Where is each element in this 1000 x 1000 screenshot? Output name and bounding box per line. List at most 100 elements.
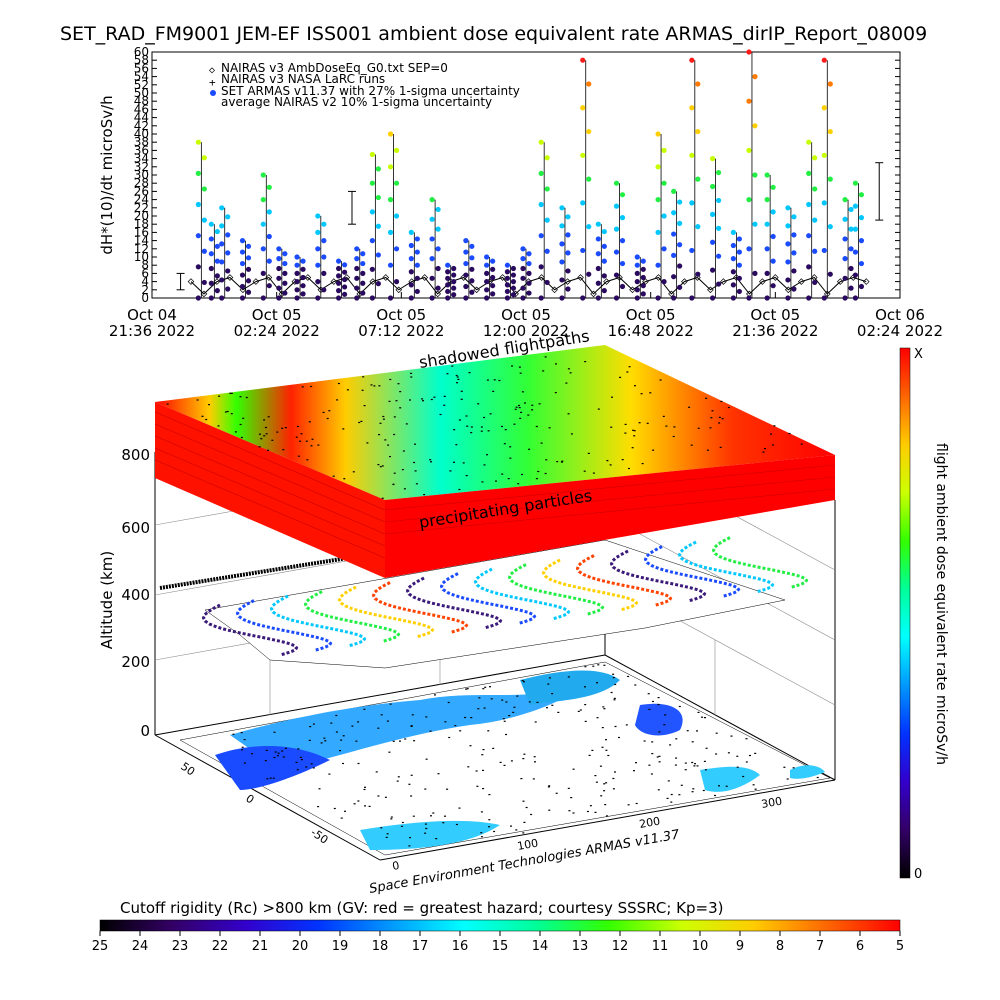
armas-point bbox=[634, 270, 640, 276]
slab-dot bbox=[481, 481, 484, 483]
map-dot bbox=[786, 778, 789, 780]
armas-point bbox=[375, 194, 381, 201]
slab-dot bbox=[389, 456, 391, 458]
slab-dot bbox=[430, 398, 433, 401]
map-dot bbox=[466, 688, 469, 690]
nairas-point bbox=[304, 274, 312, 281]
map-dot bbox=[523, 821, 526, 823]
armas-point bbox=[791, 214, 797, 220]
map-dot bbox=[274, 751, 277, 753]
flightpath-wave bbox=[439, 572, 537, 625]
armas-point bbox=[709, 267, 716, 273]
flightpath-wave bbox=[643, 545, 741, 598]
map-dot bbox=[536, 701, 539, 703]
map-dot bbox=[424, 788, 427, 790]
map-dot bbox=[335, 714, 338, 717]
slab-dot bbox=[242, 417, 245, 419]
slab-dot bbox=[518, 407, 521, 409]
armas-point bbox=[785, 295, 791, 301]
slab-dot bbox=[770, 433, 772, 435]
armas-point bbox=[842, 275, 848, 281]
map-dot bbox=[602, 706, 605, 708]
slab-dot bbox=[706, 449, 709, 451]
armas-point bbox=[671, 231, 677, 237]
slab-dot bbox=[245, 396, 248, 399]
armas-point bbox=[282, 270, 288, 276]
bottom-colorbar-tick-label: 5 bbox=[896, 939, 904, 954]
slab-dot bbox=[352, 471, 355, 473]
top-x-tick-label-time: 21:36 2022 bbox=[109, 322, 195, 340]
armas-point bbox=[730, 269, 736, 275]
map-dot bbox=[730, 735, 733, 737]
armas-point bbox=[595, 221, 601, 227]
map-dot bbox=[522, 758, 525, 760]
map-dot bbox=[424, 823, 427, 825]
slab-dot bbox=[710, 417, 713, 419]
map-dot bbox=[521, 680, 524, 682]
slab-dot bbox=[718, 416, 721, 418]
armas-point bbox=[746, 246, 752, 252]
armas-point bbox=[821, 105, 827, 111]
slab-dot bbox=[565, 382, 568, 384]
slab-dot bbox=[633, 430, 636, 432]
armas-point bbox=[463, 260, 469, 267]
armas-point bbox=[709, 295, 716, 301]
map-dot bbox=[312, 767, 315, 769]
armas-point bbox=[640, 274, 646, 281]
map-dot bbox=[613, 697, 616, 699]
armas-point bbox=[341, 269, 348, 275]
armas-point bbox=[195, 233, 201, 239]
map-dot bbox=[783, 766, 786, 768]
slab-dot bbox=[561, 460, 564, 462]
map-dot bbox=[243, 762, 246, 764]
map-dot bbox=[596, 682, 598, 684]
armas-point bbox=[225, 214, 231, 220]
slab-dot bbox=[337, 382, 340, 385]
armas-point bbox=[671, 274, 677, 280]
nairas-point bbox=[642, 278, 649, 285]
bottom-colorbar-bar bbox=[99, 919, 901, 932]
nairas-point bbox=[720, 278, 727, 285]
map-dot bbox=[618, 736, 620, 739]
armas-point bbox=[484, 287, 490, 293]
armas-point bbox=[752, 123, 758, 129]
slab-dot bbox=[480, 426, 483, 428]
slab-dot bbox=[545, 459, 548, 461]
top-x-tick-label-date: Oct 06 bbox=[875, 306, 925, 324]
armas-point bbox=[429, 216, 435, 222]
bottom-colorbar-tick-label: 12 bbox=[612, 939, 629, 954]
armas-point bbox=[695, 224, 701, 230]
map-dot bbox=[754, 788, 757, 790]
armas-point bbox=[842, 236, 848, 242]
map-dot bbox=[678, 794, 681, 796]
armas-point bbox=[294, 262, 300, 268]
map-dot bbox=[597, 664, 600, 666]
map-dot bbox=[397, 776, 400, 778]
armas-point bbox=[565, 232, 571, 238]
nairas-point bbox=[707, 286, 714, 294]
map-dot bbox=[532, 778, 535, 780]
armas-point bbox=[595, 265, 601, 272]
armas-point bbox=[201, 279, 207, 286]
armas-point bbox=[490, 258, 496, 264]
armas-point bbox=[580, 105, 586, 111]
armas-point bbox=[360, 260, 366, 267]
map-dot bbox=[481, 754, 484, 756]
slab-dot bbox=[486, 379, 489, 381]
map-dot bbox=[429, 730, 432, 732]
armas-point bbox=[730, 295, 736, 301]
slab-dot bbox=[346, 389, 349, 391]
armas-point bbox=[671, 252, 677, 258]
map-dot bbox=[377, 795, 380, 797]
nairas-point bbox=[759, 278, 766, 285]
armas-point bbox=[806, 295, 812, 301]
top-y-tick-label: 10 bbox=[134, 250, 149, 264]
map-dot bbox=[594, 811, 597, 813]
armas-point bbox=[770, 233, 776, 240]
armas-point bbox=[613, 180, 620, 186]
slab-dot bbox=[258, 446, 261, 448]
slab-dot bbox=[234, 431, 237, 433]
armas-point bbox=[335, 295, 342, 301]
slab-dot bbox=[720, 400, 723, 403]
armas-point bbox=[715, 169, 722, 176]
